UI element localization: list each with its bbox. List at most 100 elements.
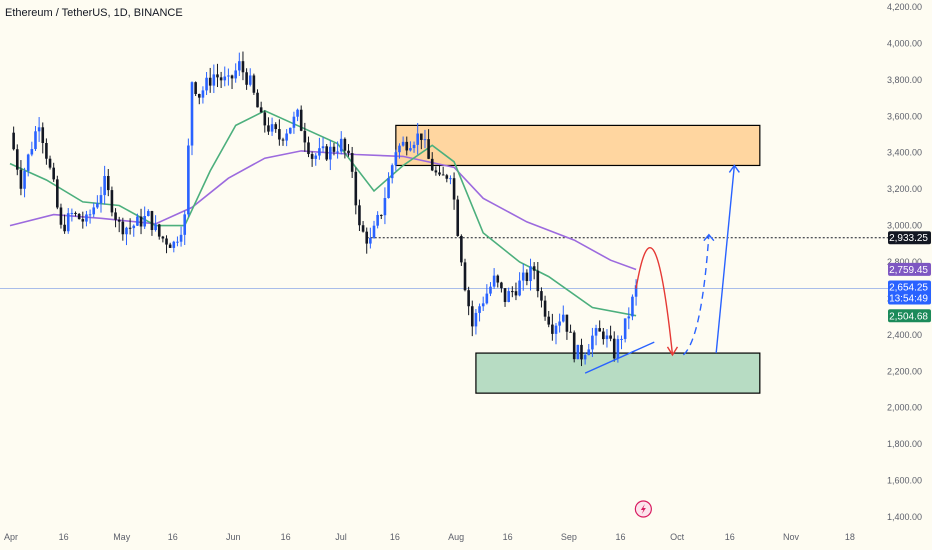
y-axis-label: 2,200.00 [887, 366, 922, 376]
candle-body [536, 270, 540, 292]
candle-body [172, 241, 176, 248]
candle-body [92, 207, 96, 215]
candle-body [376, 214, 379, 226]
candle-body [620, 338, 623, 340]
candle-body [136, 216, 139, 226]
candle-body [314, 155, 318, 159]
candle-body [372, 225, 376, 238]
price-tag-label: 2,504.68 [889, 311, 928, 322]
candle-body [106, 176, 110, 191]
candle-body [307, 142, 310, 155]
candle-body [292, 116, 296, 128]
candle-body [274, 124, 278, 130]
candle-body [12, 132, 15, 150]
candle-body [449, 178, 452, 180]
candle-body [150, 211, 154, 230]
candle-body [252, 75, 256, 93]
candle-body [157, 224, 161, 237]
candle-body [299, 109, 303, 131]
candle-body [379, 214, 383, 216]
candle-body [88, 214, 92, 216]
candle-body [529, 266, 532, 282]
candle-body [263, 112, 267, 126]
candle-body [205, 77, 208, 91]
x-axis-label: Oct [670, 532, 685, 542]
candle-body [77, 213, 81, 220]
candle-body [201, 90, 205, 98]
candle-body [85, 214, 88, 222]
candle-body [23, 170, 26, 189]
candle-body [463, 262, 467, 291]
y-axis-label: 3,000.00 [887, 221, 922, 231]
candle-body [285, 133, 288, 141]
y-axis-label: 3,800.00 [887, 75, 922, 85]
candle-body [183, 214, 187, 235]
price-tag-label: 2,759.45 [889, 265, 928, 276]
ema-slow-line [9, 150, 637, 271]
candle-body [591, 335, 594, 350]
candle-body [467, 290, 470, 307]
candle-body [194, 82, 197, 94]
candle-body [303, 130, 307, 143]
candle-body [507, 291, 510, 302]
candle-body [278, 129, 281, 140]
candle-body [216, 74, 219, 78]
candle-body [420, 133, 423, 140]
candle-body [347, 150, 350, 154]
candle-body [336, 151, 339, 153]
candle-body [74, 212, 77, 214]
candle-body [554, 325, 558, 334]
candle-body [416, 133, 419, 145]
price-tag [888, 231, 931, 245]
y-axis-label: 4,200.00 [887, 2, 922, 12]
candle-body [518, 280, 521, 296]
candle-body [165, 238, 168, 245]
candle-body [452, 178, 456, 200]
candle-body [561, 314, 565, 322]
candle-body [631, 296, 634, 317]
candle-body [492, 275, 496, 287]
candle-body [245, 72, 248, 85]
y-axis-label: 1,400.00 [887, 512, 922, 522]
candle-body [52, 167, 55, 180]
candle-body [569, 331, 572, 333]
candle-body [547, 316, 551, 325]
candle-body [361, 225, 365, 232]
candle-body [332, 146, 336, 152]
candle-body [296, 109, 299, 117]
x-axis-label: 16 [503, 532, 513, 542]
candle-body [460, 235, 463, 263]
price-tag [888, 309, 931, 323]
price-tag [888, 280, 931, 305]
scenario-red-arrowhead [666, 346, 679, 357]
candle-body [56, 179, 59, 208]
candle-body [128, 227, 132, 229]
candle-body [37, 127, 41, 132]
candle-body [514, 291, 518, 296]
candle-body [383, 198, 387, 216]
candle-body [634, 285, 638, 297]
candle-body [70, 212, 74, 214]
candle-body [478, 306, 481, 313]
candle-body [438, 172, 441, 175]
ema-fast-line [9, 109, 637, 317]
candle-body [117, 219, 121, 222]
candle-body [525, 272, 529, 282]
candle-body [405, 141, 409, 151]
candle-body [427, 139, 430, 159]
candle-body [329, 146, 332, 160]
candle-body [500, 282, 503, 289]
candle-body [281, 139, 285, 141]
candle-body [59, 207, 63, 225]
y-axis-label: 3,600.00 [887, 111, 922, 121]
candle-body [26, 154, 30, 171]
candle-body [423, 139, 427, 141]
candle-body [321, 146, 325, 149]
candle-body [623, 318, 627, 339]
candle-body [350, 153, 354, 172]
candle-body [310, 154, 314, 159]
candle-body [612, 338, 616, 359]
x-axis-label: Apr [4, 532, 18, 542]
candle-body [99, 195, 103, 204]
